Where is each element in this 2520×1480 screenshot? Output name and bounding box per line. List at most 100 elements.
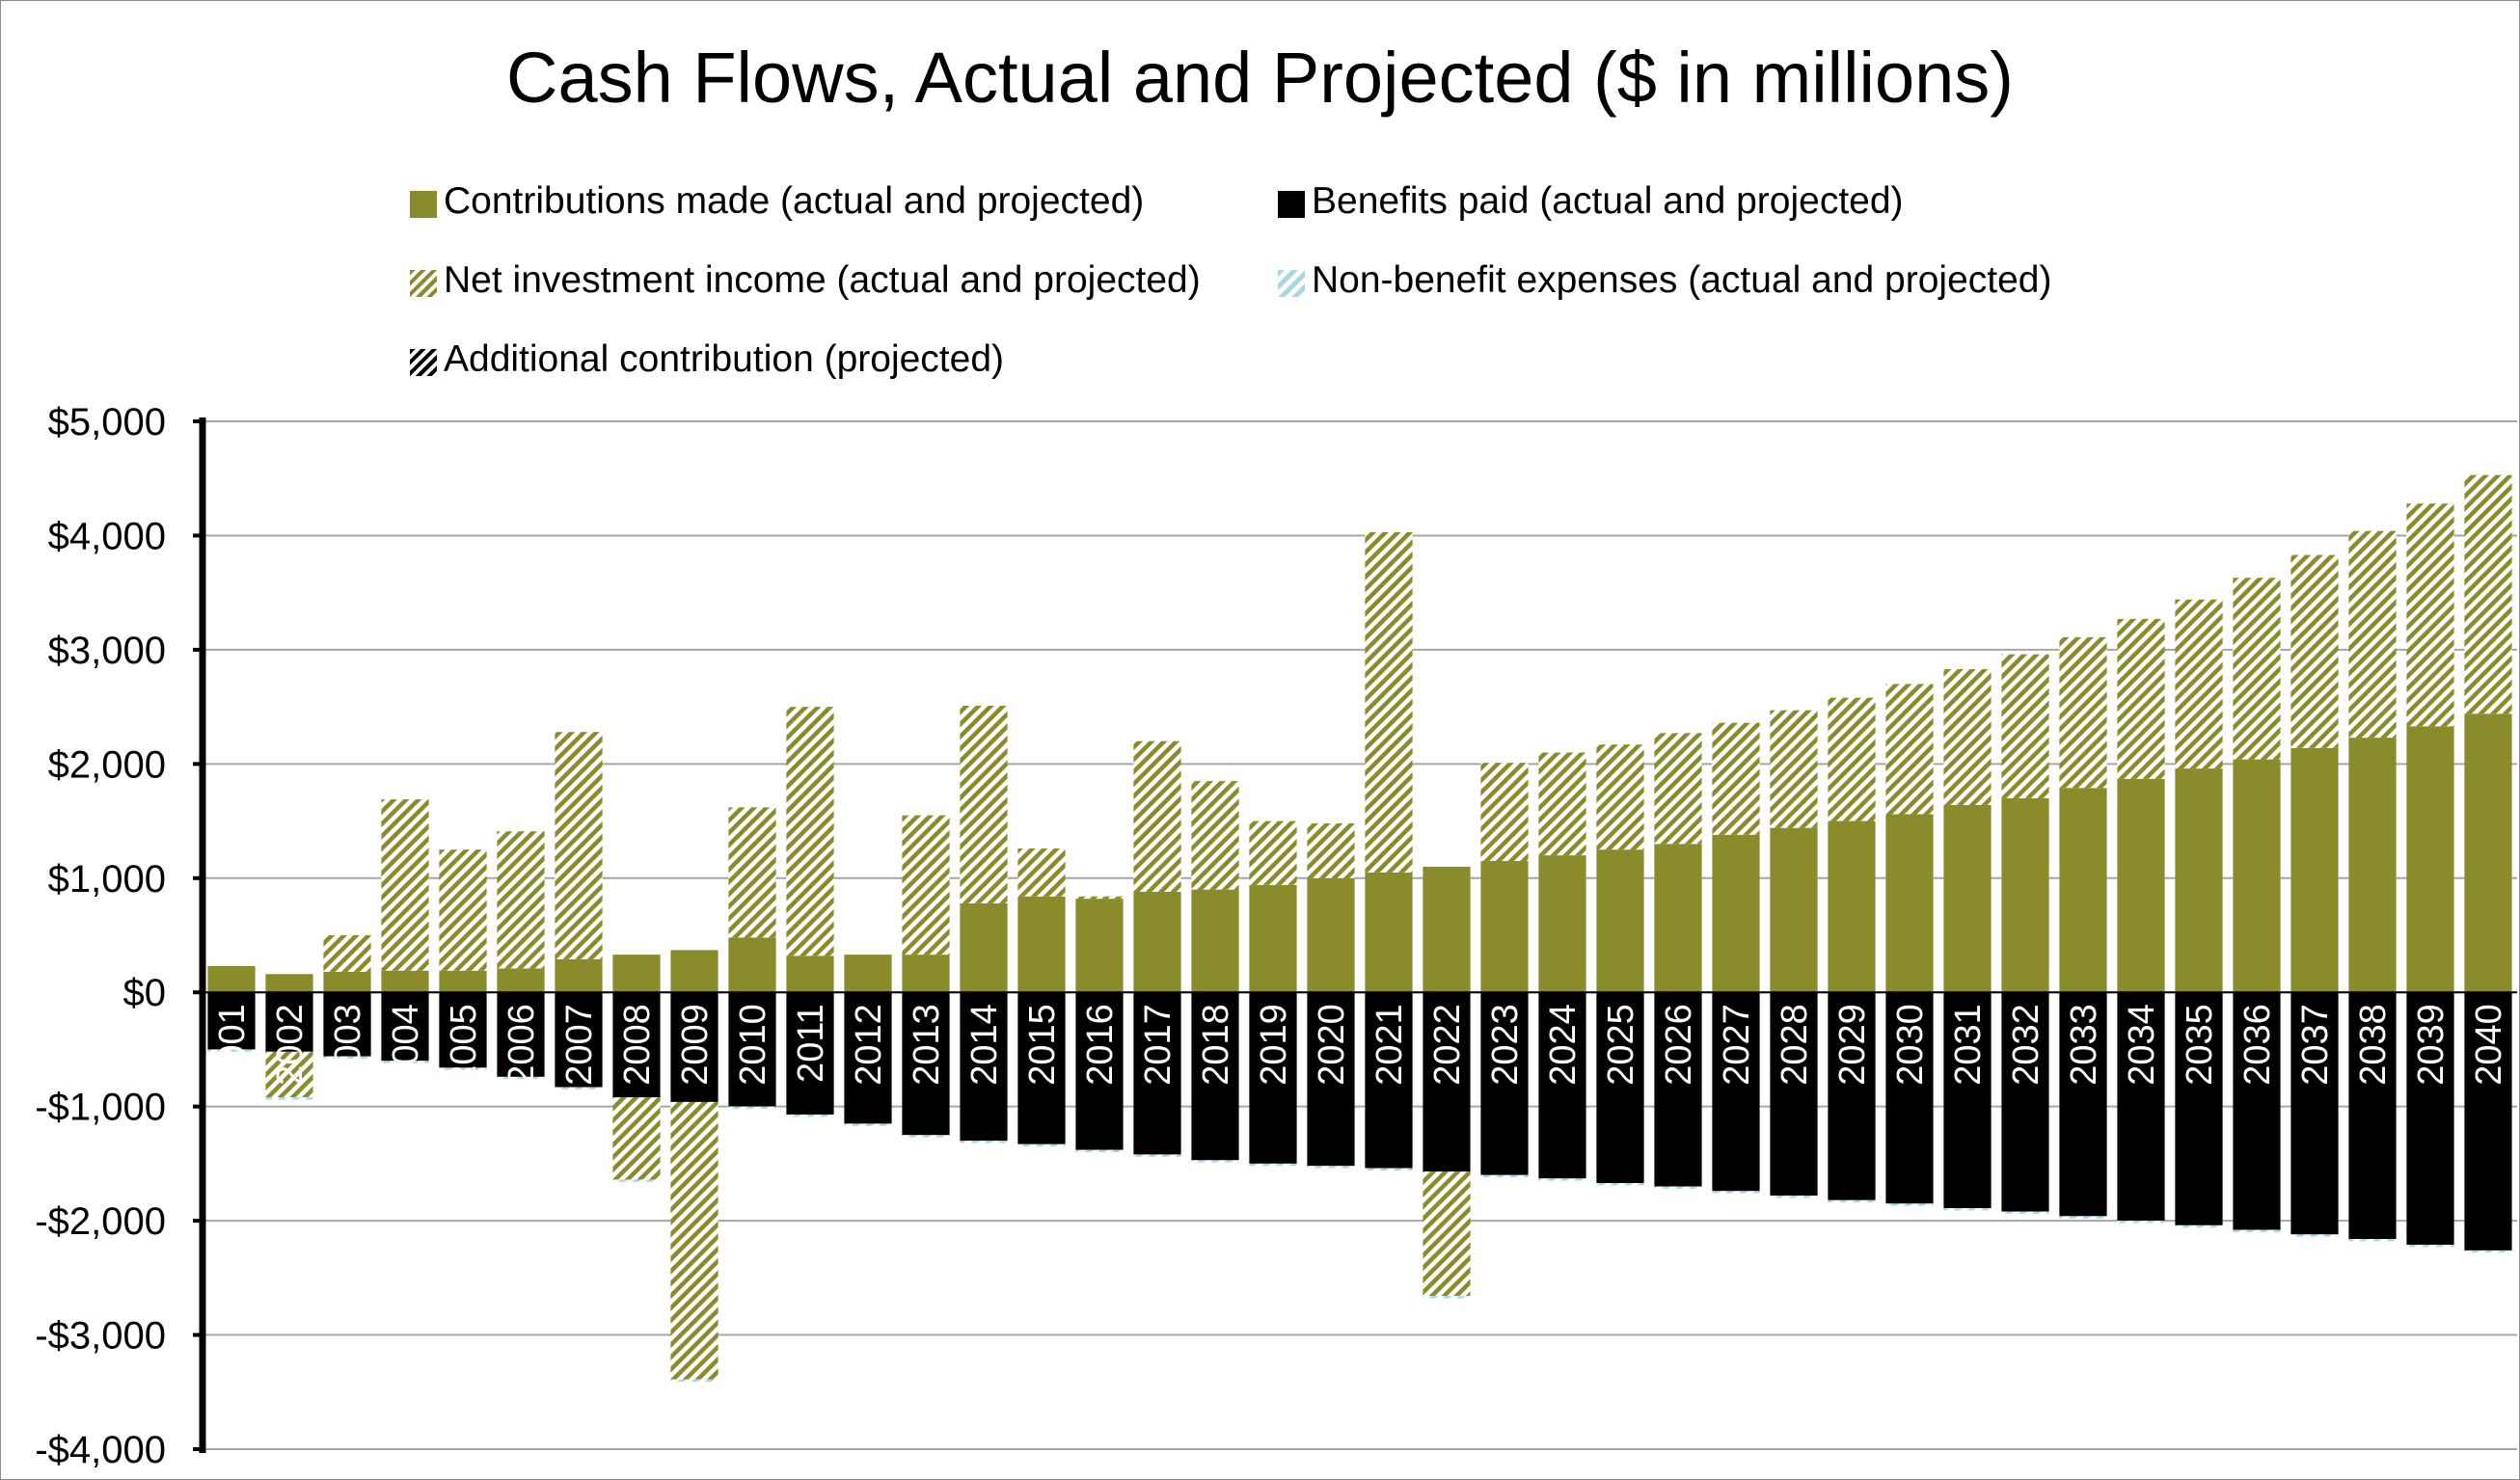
bar-expenses [1828,1199,1876,1203]
bar-contributions [1828,821,1876,993]
bar-investment [902,815,950,955]
chart-title: Cash Flows, Actual and Projected ($ in m… [506,38,2014,118]
bar-benefits [2290,992,2339,1235]
x-tick-label: 2033 [2064,1004,2104,1086]
bar-investment [439,849,487,971]
bar-expenses [2233,1229,2281,1232]
bar-benefits [1770,992,1818,1197]
bar-expenses [1538,1178,1586,1181]
bar-investment [2290,554,2339,748]
bar-contributions [555,958,603,993]
bar-contributions [1365,872,1413,993]
bar-expenses [2001,1211,2049,1215]
bar-contributions [1943,804,1992,993]
x-tick-label: 2027 [1717,1004,1757,1086]
bar-expenses [1075,1149,1124,1153]
bar-investment [1828,697,1876,821]
bar-benefits [2406,992,2454,1245]
bar-expenses [1133,1154,1181,1157]
bar-expenses [2464,1250,2512,1253]
legend-swatch-additional [410,349,437,376]
bar-contributions [1480,861,1529,993]
legend-swatch-contributions [410,191,437,218]
legend-label-benefits: Benefits paid (actual and projected) [1312,180,1904,222]
bar-investment [2117,618,2165,779]
x-tick-label: 2007 [559,1004,600,1086]
bar-contributions [1133,891,1181,993]
x-tick-label: 2002 [270,1004,311,1086]
bar-contributions [439,970,487,993]
bar-contributions [2059,788,2107,993]
bar-benefits [439,992,487,1068]
bar-investment [1654,733,1702,845]
bar-benefits [1654,992,1702,1187]
bar-benefits [497,992,545,1077]
x-tick-label: 2028 [1775,1004,1815,1086]
x-tick-label: 2022 [1427,1004,1468,1086]
bar-investment [1770,710,1818,828]
x-tick-label: 2035 [2180,1004,2220,1086]
bar-contributions [1654,844,1702,993]
bar-contributions [2233,759,2281,993]
x-tick-label: 2034 [2122,1004,2162,1086]
x-tick-label: 2015 [1022,1004,1063,1086]
bar-benefits [612,992,661,1098]
bar-benefits [1075,992,1124,1150]
bar-benefits [902,992,950,1136]
bar-expenses [1885,1203,1934,1206]
bar-contributions [1017,896,1066,993]
x-tick-label: 2025 [1601,1004,1641,1086]
bars [207,474,2512,1383]
bar-contributions [1075,899,1124,993]
bar-contributions [1423,866,1471,993]
bar-expenses [670,1379,718,1383]
bar-expenses [2406,1244,2454,1248]
bar-benefits [1133,992,1181,1155]
bar-expenses [265,1097,313,1100]
bar-investment [1133,740,1181,892]
bar-investment [960,705,1008,903]
bar-investment [497,831,545,969]
bar-investment [728,807,776,938]
bar-expenses [323,1056,371,1059]
bar-expenses [1249,1163,1297,1167]
x-tick-label: 2016 [1080,1004,1121,1086]
y-tick-label: $5,000 [48,401,166,444]
bar-expenses [1480,1174,1529,1178]
bar-benefits [728,992,776,1107]
bar-benefits [2233,992,2281,1230]
x-tick-label: 2012 [849,1004,889,1086]
x-tick-label: 2011 [791,1004,831,1083]
bar-contributions [497,968,545,993]
x-tick-label: 2036 [2237,1004,2278,1086]
bar-investment [612,1097,661,1180]
bar-investment [1943,669,1992,805]
axes [193,417,2517,1453]
bar-contributions [670,950,718,993]
x-tick-label: 2024 [1543,1004,1584,1086]
x-tick-label: 2030 [1890,1004,1931,1086]
bar-expenses [2290,1234,2339,1237]
bar-contributions [902,955,950,993]
x-tick-label: 2018 [1196,1004,1236,1086]
bar-expenses [2059,1216,2107,1219]
bar-investment [2001,654,2049,798]
x-tick-label: 2026 [1659,1004,1699,1086]
bar-benefits [1596,992,1644,1184]
bar-benefits [381,992,429,1062]
tick-labels: $5,000 $4,000 $3,000 $2,000 $1,000 $0 -$1,000 -… [35,401,2509,1471]
x-tick-label: 2009 [675,1004,716,1086]
x-tick-label: 2003 [328,1004,368,1086]
bar-investment [1885,684,1934,815]
bar-contributions [960,902,1008,993]
bar-investment [1249,821,1297,885]
bar-contributions [2348,738,2397,993]
x-tick-label: 2014 [964,1004,1005,1086]
bar-benefits [844,992,892,1124]
bar-expenses [786,1114,834,1117]
bar-investment [1423,1171,1471,1297]
y-tick-label: $4,000 [48,515,166,557]
bar-expenses [1307,1166,1355,1169]
bar-benefits [2348,992,2397,1240]
legend-swatch-investment [410,270,437,297]
